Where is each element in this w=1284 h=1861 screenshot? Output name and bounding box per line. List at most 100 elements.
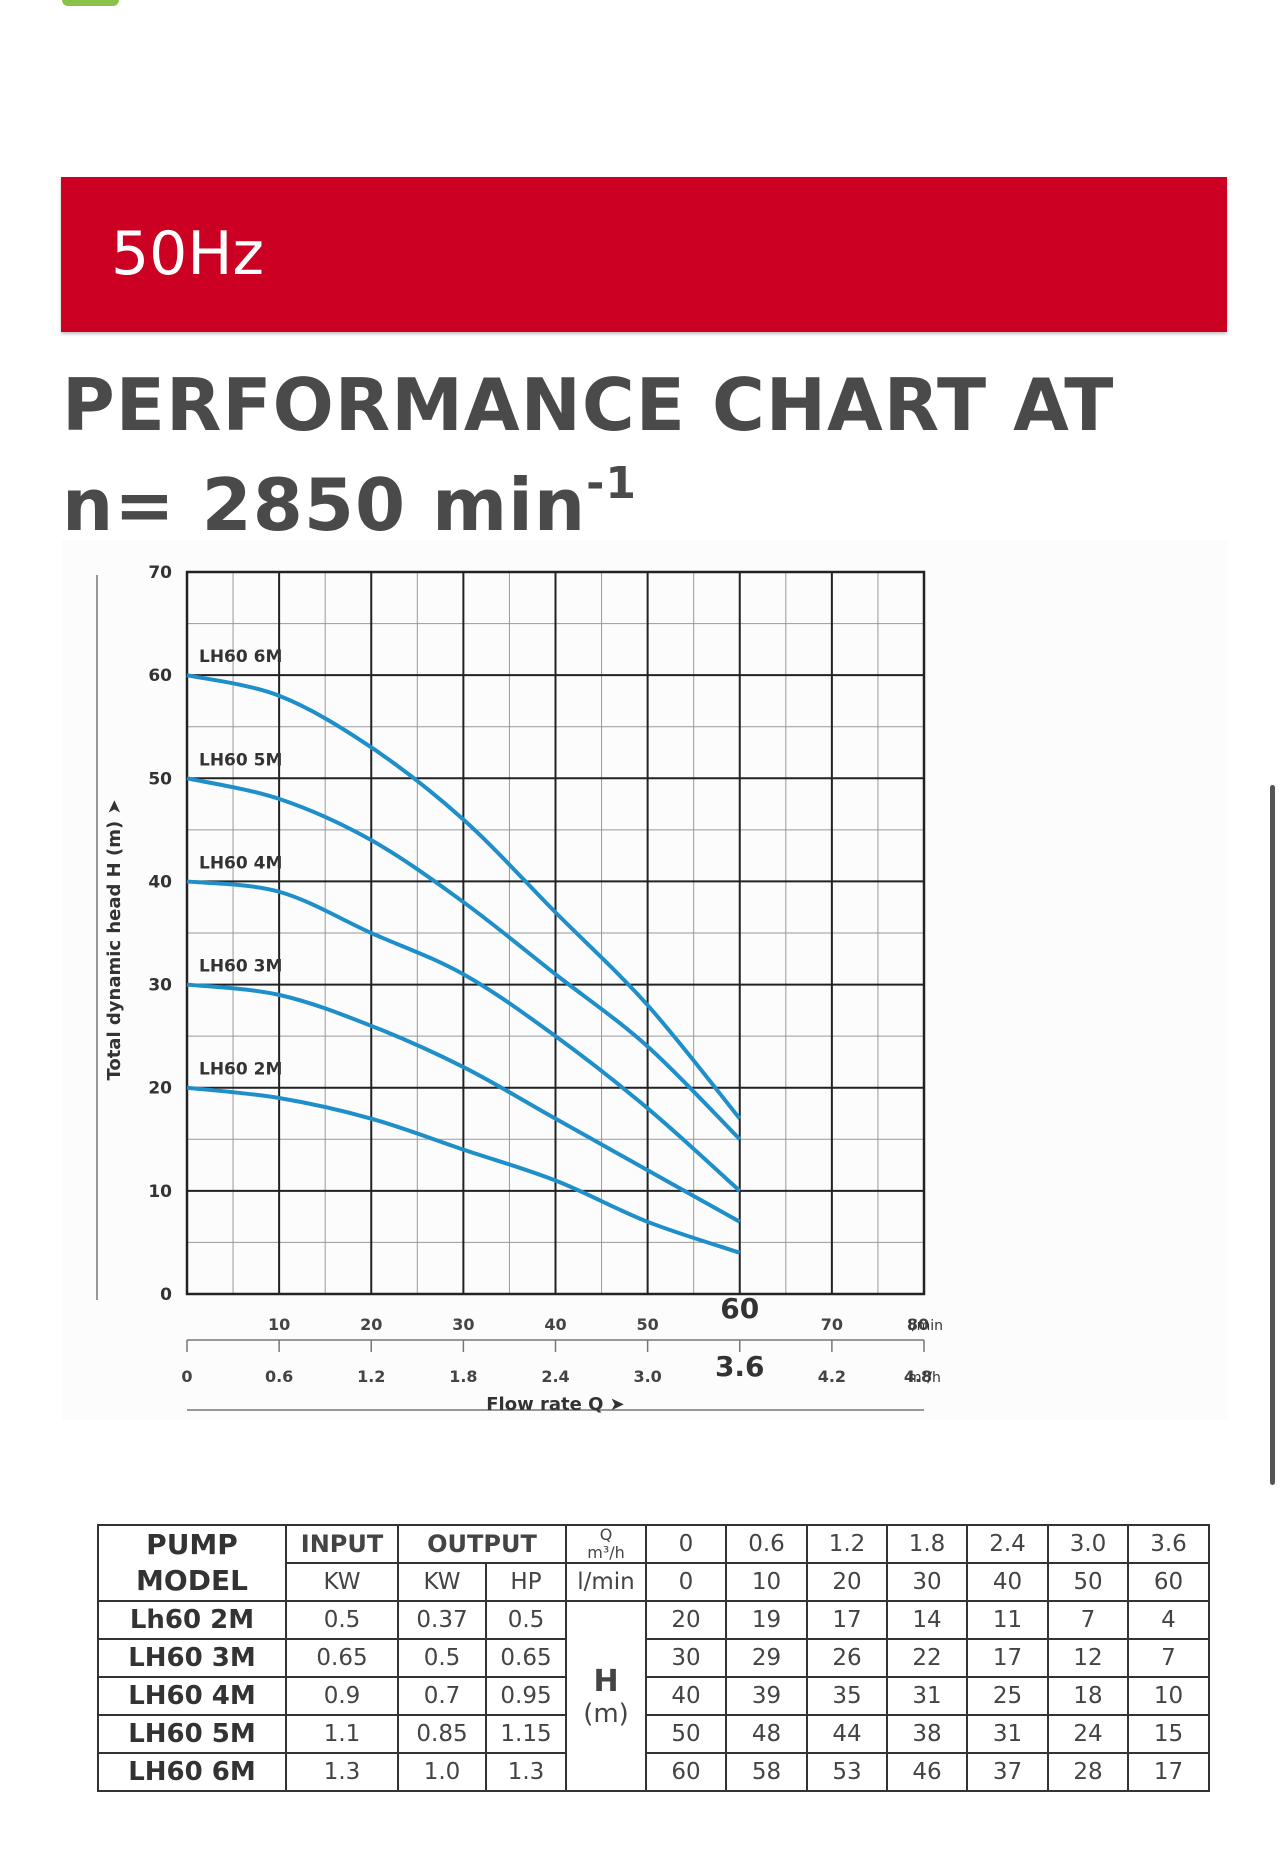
head-value-cell: 40 bbox=[645, 1676, 727, 1716]
q-lmin-1: 10 bbox=[725, 1562, 808, 1602]
q-lmin-5: 50 bbox=[1047, 1562, 1129, 1602]
x-tick-label-m3h: 1.2 bbox=[357, 1367, 385, 1386]
x-tick-label-lmin: 20 bbox=[360, 1315, 382, 1334]
speed-exponent: -1 bbox=[586, 458, 637, 509]
head-value-cell: 24 bbox=[1047, 1714, 1129, 1754]
table-row: LH60 4M 0.9 0.7 0.95 40 39 35 31 25 18 10 bbox=[97, 1676, 1210, 1716]
lmin-unit: l/min bbox=[565, 1562, 647, 1602]
y-tick-label: 30 bbox=[148, 976, 172, 996]
output-hp-cell: 0.65 bbox=[485, 1638, 567, 1678]
y-tick-label: 50 bbox=[148, 769, 172, 789]
x-tick-label-lmin: 70 bbox=[821, 1315, 843, 1334]
series-line bbox=[186, 673, 742, 1120]
x-tick-label-lmin: 80 bbox=[907, 1315, 929, 1334]
head-value-cell: 44 bbox=[806, 1714, 888, 1754]
head-value-cell: 14 bbox=[886, 1600, 968, 1640]
x-tick-label-m3h: 0 bbox=[181, 1367, 192, 1386]
x-unit-m3h: m³/h bbox=[908, 1370, 941, 1386]
pump-model-cell: LH60 3M bbox=[97, 1638, 287, 1678]
pump-model-header: PUMP MODEL bbox=[97, 1524, 287, 1602]
q-m3h-3: 1.8 bbox=[886, 1524, 968, 1564]
q-m3h-6: 3.6 bbox=[1127, 1524, 1210, 1564]
x-tick-label-m3h: 1.8 bbox=[449, 1367, 477, 1386]
head-value-cell: 46 bbox=[886, 1752, 968, 1792]
output-hp-cell: 0.95 bbox=[485, 1676, 567, 1716]
head-value-cell: 39 bbox=[725, 1676, 808, 1716]
output-kw-cell: 1.0 bbox=[397, 1752, 487, 1792]
page-title: PERFORMANCE CHART AT n= 2850 min-1 bbox=[62, 355, 1242, 566]
head-value-cell: 17 bbox=[806, 1600, 888, 1640]
q-lmin-2: 20 bbox=[806, 1562, 888, 1602]
x-tick-label-m3h: 4.8 bbox=[904, 1367, 932, 1386]
plot-frame bbox=[185, 570, 926, 1296]
series-label: LH60 6M bbox=[199, 647, 282, 667]
head-unit-cell: H (m) bbox=[565, 1600, 647, 1792]
x-tick-label-m3h: 3.6 bbox=[715, 1350, 765, 1383]
x-tick-label-lmin: 60 bbox=[720, 1292, 759, 1325]
head-value-cell: 31 bbox=[966, 1714, 1049, 1754]
head-value-cell: 53 bbox=[806, 1752, 888, 1792]
y-axis-title: Total dynamic head H (m) ➤ bbox=[104, 799, 125, 1080]
input-kw-cell: 0.5 bbox=[285, 1600, 399, 1640]
head-value-cell: 29 bbox=[725, 1638, 808, 1678]
head-value-cell: 30 bbox=[645, 1638, 727, 1678]
pump-model-cell: LH60 6M bbox=[97, 1752, 287, 1792]
head-value-cell: 37 bbox=[966, 1752, 1049, 1792]
head-value-cell: 11 bbox=[966, 1600, 1049, 1640]
head-value-cell: 25 bbox=[966, 1676, 1049, 1716]
table-row: LH60 3M 0.65 0.5 0.65 30 29 26 22 17 12 7 bbox=[97, 1638, 1210, 1678]
output-hp-unit: HP bbox=[485, 1562, 567, 1602]
output-hp-cell: 0.5 bbox=[485, 1600, 567, 1640]
head-value-cell: 15 bbox=[1127, 1714, 1210, 1754]
head-value-cell: 31 bbox=[886, 1676, 968, 1716]
page-scrollbar[interactable] bbox=[1270, 785, 1275, 1485]
q-m3h-5: 3.0 bbox=[1047, 1524, 1129, 1564]
series-label: LH60 4M bbox=[199, 853, 282, 873]
output-kw-cell: 0.37 bbox=[397, 1600, 487, 1640]
y-tick-label: 0 bbox=[160, 1285, 172, 1305]
speed-text: n= 2850 min bbox=[62, 463, 587, 547]
y-tick-label: 20 bbox=[148, 1079, 172, 1099]
head-value-cell: 17 bbox=[1127, 1752, 1210, 1792]
y-tick-label: 60 bbox=[148, 666, 172, 686]
x-tick-label-m3h: 3.0 bbox=[633, 1367, 661, 1386]
q-lmin-3: 30 bbox=[886, 1562, 968, 1602]
x-unit-lmin: l/min bbox=[908, 1318, 943, 1334]
x-tick-label-lmin: 10 bbox=[268, 1315, 290, 1334]
q-lmin-4: 40 bbox=[966, 1562, 1049, 1602]
input-kw-cell: 0.9 bbox=[285, 1676, 399, 1716]
q-lmin-0: 0 bbox=[645, 1562, 727, 1602]
input-kw-cell: 1.1 bbox=[285, 1714, 399, 1754]
head-value-cell: 22 bbox=[886, 1638, 968, 1678]
output-kw-cell: 0.5 bbox=[397, 1638, 487, 1678]
table-row: LH60 6M 1.3 1.0 1.3 60 58 53 46 37 28 17 bbox=[97, 1752, 1210, 1792]
head-value-cell: 50 bbox=[645, 1714, 727, 1754]
output-kw-cell: 0.85 bbox=[397, 1714, 487, 1754]
x-tick-label-lmin: 40 bbox=[544, 1315, 566, 1334]
x-tick-label-m3h: 0.6 bbox=[265, 1367, 293, 1386]
series-label: LH60 2M bbox=[199, 1060, 282, 1080]
head-value-cell: 26 bbox=[806, 1638, 888, 1678]
output-hp-cell: 1.3 bbox=[485, 1752, 567, 1792]
table-row: Lh60 2M 0.5 0.37 0.5 H (m) 20 19 17 14 11 7 4 bbox=[97, 1600, 1210, 1792]
title-line-1: PERFORMANCE CHART AT bbox=[62, 363, 1115, 447]
q-lmin-6: 60 bbox=[1127, 1562, 1210, 1602]
head-value-cell: 38 bbox=[886, 1714, 968, 1754]
output-hp-cell: 1.15 bbox=[485, 1714, 567, 1754]
x-axis-title: Flow rate Q ➤ bbox=[486, 1394, 624, 1415]
table-row: LH60 5M 1.1 0.85 1.15 50 48 44 38 31 24 15 bbox=[97, 1714, 1210, 1754]
input-header: INPUT bbox=[285, 1524, 399, 1564]
x-tick-label-m3h: 4.2 bbox=[818, 1367, 846, 1386]
top-tab bbox=[62, 0, 119, 6]
y-tick-label: 40 bbox=[148, 872, 172, 892]
performance-chart: 0 10 20 30 40 50 60 70 Total dynamic head H (m) … bbox=[62, 540, 1228, 1420]
output-kw-cell: 0.7 bbox=[397, 1676, 487, 1716]
pump-model-cell: LH60 4M bbox=[97, 1676, 287, 1716]
head-value-cell: 58 bbox=[725, 1752, 808, 1792]
pump-model-cell: LH60 5M bbox=[97, 1714, 287, 1754]
head-value-cell: 4 bbox=[1127, 1600, 1210, 1640]
head-value-cell: 60 bbox=[645, 1752, 727, 1792]
input-kw-cell: 1.3 bbox=[285, 1752, 399, 1792]
